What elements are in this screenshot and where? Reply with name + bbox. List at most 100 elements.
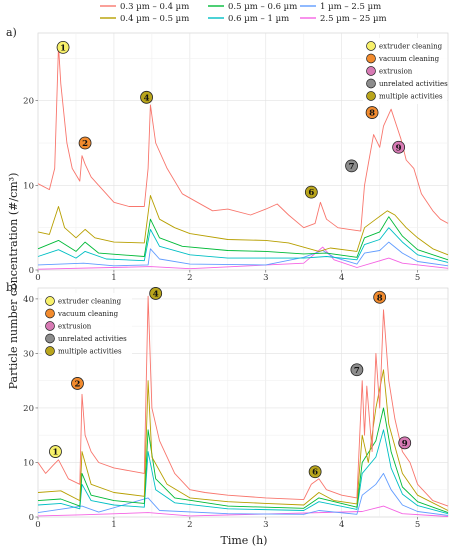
x-tick-label: 2 <box>187 273 192 283</box>
activity-legend-swatch <box>366 91 376 101</box>
x-tick-label: 1 <box>111 273 116 283</box>
activity-legend-label: vacuum cleaning <box>57 310 119 318</box>
legend-label: 2.5 µm – 25 µm <box>320 14 387 24</box>
activity-legend-item-multiple-activities: multiple activities <box>366 91 443 101</box>
activity-legend-item-extrusion: extrusion <box>366 66 413 76</box>
annotation-marker-1: 1 <box>49 445 62 458</box>
activity-legend: extruder cleaning vacuum cleaning extrusio… <box>42 293 132 359</box>
activity-legend-swatch <box>45 308 55 319</box>
series-line-0-3-m-0-4-m <box>37 295 449 507</box>
y-tick-label: 0 <box>29 266 34 276</box>
activity-legend-swatch <box>45 321 55 331</box>
annotation-marker-9: 9 <box>392 140 406 154</box>
y-tick-label: 40 <box>23 295 34 305</box>
annotation-circle <box>149 287 163 300</box>
annotation-circle <box>350 363 364 377</box>
activity-legend-label: extruder cleaning <box>58 298 122 306</box>
series-line-0-5-m-0-6-m <box>37 216 449 261</box>
annotation-label: 1 <box>53 448 59 458</box>
activity-legend-bg <box>363 38 447 104</box>
activity-legend-item-vacuum-cleaning: vacuum cleaning <box>45 308 119 319</box>
legend-item-2-5-m-25-m: 2.5 µm – 25 µm <box>300 14 387 24</box>
activity-legend-item-extrusion: extrusion <box>45 321 92 331</box>
legend-item-0-6-m-1-m: 0.6 µm – 1 µm <box>208 14 289 24</box>
series-line-0-5-m-0-6-m <box>37 407 449 514</box>
annotation-marker-6: 6 <box>304 185 318 199</box>
y-tick-label: 10 <box>23 458 34 468</box>
activity-legend-item-unrelated-activities: unrelated activities <box>45 333 127 344</box>
annotation-label: 7 <box>349 162 355 172</box>
annotation-label: 6 <box>312 468 318 478</box>
annotation-marker-9: 9 <box>398 436 412 450</box>
legend-item-0-3-m-0-4-m: 0.3 µm – 0.4 µm <box>100 2 189 12</box>
annotation-marker-8: 8 <box>373 290 387 304</box>
legend-label: 0.5 µm – 0.6 µm <box>228 2 297 12</box>
activity-legend-swatch <box>45 296 55 306</box>
legend-label: 0.6 µm – 1 µm <box>228 14 289 24</box>
y-tick-label: 20 <box>23 97 34 107</box>
legend-item-0-5-m-0-6-m: 0.5 µm – 0.6 µm <box>208 2 297 12</box>
annotation-circle <box>392 140 406 154</box>
activity-legend-label: extrusion <box>379 68 413 76</box>
annotation-circle <box>49 445 62 458</box>
series-line-0-4-m-0-5-m <box>37 369 449 511</box>
legend-item-0-4-m-0-5-m: 0.4 µm – 0.5 µm <box>100 14 189 24</box>
activity-legend-swatch <box>45 346 55 356</box>
panel-b: b) 0 1 2 3 4 5 0 10 20 30 40 1 2 4 6 7 8 9 extruder cleanin… <box>6 281 449 530</box>
annotation-label: 9 <box>396 143 402 153</box>
annotation-circle <box>308 465 322 479</box>
activity-legend-label: unrelated activities <box>379 80 448 88</box>
x-tick-label: 0 <box>35 273 40 283</box>
panel-label: b) <box>6 281 17 294</box>
annotation-label: 7 <box>354 366 360 376</box>
series-line-0-4-m-0-5-m <box>37 195 449 256</box>
activity-legend-bg <box>42 293 132 359</box>
annotation-label: 1 <box>60 43 66 53</box>
annotation-marker-8: 8 <box>365 106 379 119</box>
x-tick-label: 3 <box>263 520 268 530</box>
activity-legend-label: unrelated activities <box>58 335 127 343</box>
activity-legend: extruder cleaning vacuum cleaning extrusio… <box>363 38 448 104</box>
annotation-marker-2: 2 <box>71 377 84 390</box>
x-tick-label: 5 <box>415 273 420 283</box>
y-tick-label: 30 <box>23 349 34 359</box>
activity-legend-item-vacuum-cleaning: vacuum cleaning <box>366 53 440 64</box>
annotation-marker-1: 1 <box>56 40 70 54</box>
annotation-marker-4: 4 <box>140 90 153 104</box>
panel-label: a) <box>6 26 17 39</box>
annotation-label: 4 <box>144 93 150 103</box>
series-line-0-6-m-1-m <box>37 429 449 515</box>
activity-legend-label: multiple activities <box>379 93 443 101</box>
activity-legend-swatch <box>366 66 376 76</box>
x-tick-label: 1 <box>111 520 116 530</box>
annotation-circle <box>140 90 153 104</box>
activity-legend-swatch <box>366 53 376 64</box>
activity-legend-label: extruder cleaning <box>379 43 443 51</box>
legend-label: 1 µm – 2.5 µm <box>320 2 381 12</box>
legend-label: 0.3 µm – 0.4 µm <box>120 2 189 12</box>
annotation-label: 2 <box>75 379 81 389</box>
annotation-marker-7: 7 <box>350 363 364 377</box>
annotation-circle <box>365 106 379 119</box>
activity-legend-item-extruder-cleaning: extruder cleaning <box>366 41 443 51</box>
y-tick-label: 10 <box>23 181 34 191</box>
annotation-circle <box>398 436 412 450</box>
annotation-circle <box>71 377 84 390</box>
annotation-label: 4 <box>153 289 159 299</box>
x-tick-label: 5 <box>415 520 420 530</box>
legend-label: 0.4 µm – 0.5 µm <box>120 14 189 24</box>
y-tick-label: 20 <box>23 404 34 414</box>
legend-item-1-m-2-5-m: 1 µm – 2.5 µm <box>300 2 381 12</box>
annotation-label: 6 <box>308 188 314 198</box>
x-tick-label: 4 <box>339 273 344 283</box>
annotation-circle <box>56 40 70 54</box>
activity-legend-swatch <box>45 333 55 344</box>
x-tick-label: 2 <box>187 520 192 530</box>
y-tick-label: 0 <box>29 513 34 523</box>
x-axis-label: Time (h) <box>221 534 268 547</box>
activity-legend-swatch <box>366 41 376 51</box>
activity-legend-label: multiple activities <box>58 348 122 356</box>
activity-legend-label: extrusion <box>58 323 92 331</box>
